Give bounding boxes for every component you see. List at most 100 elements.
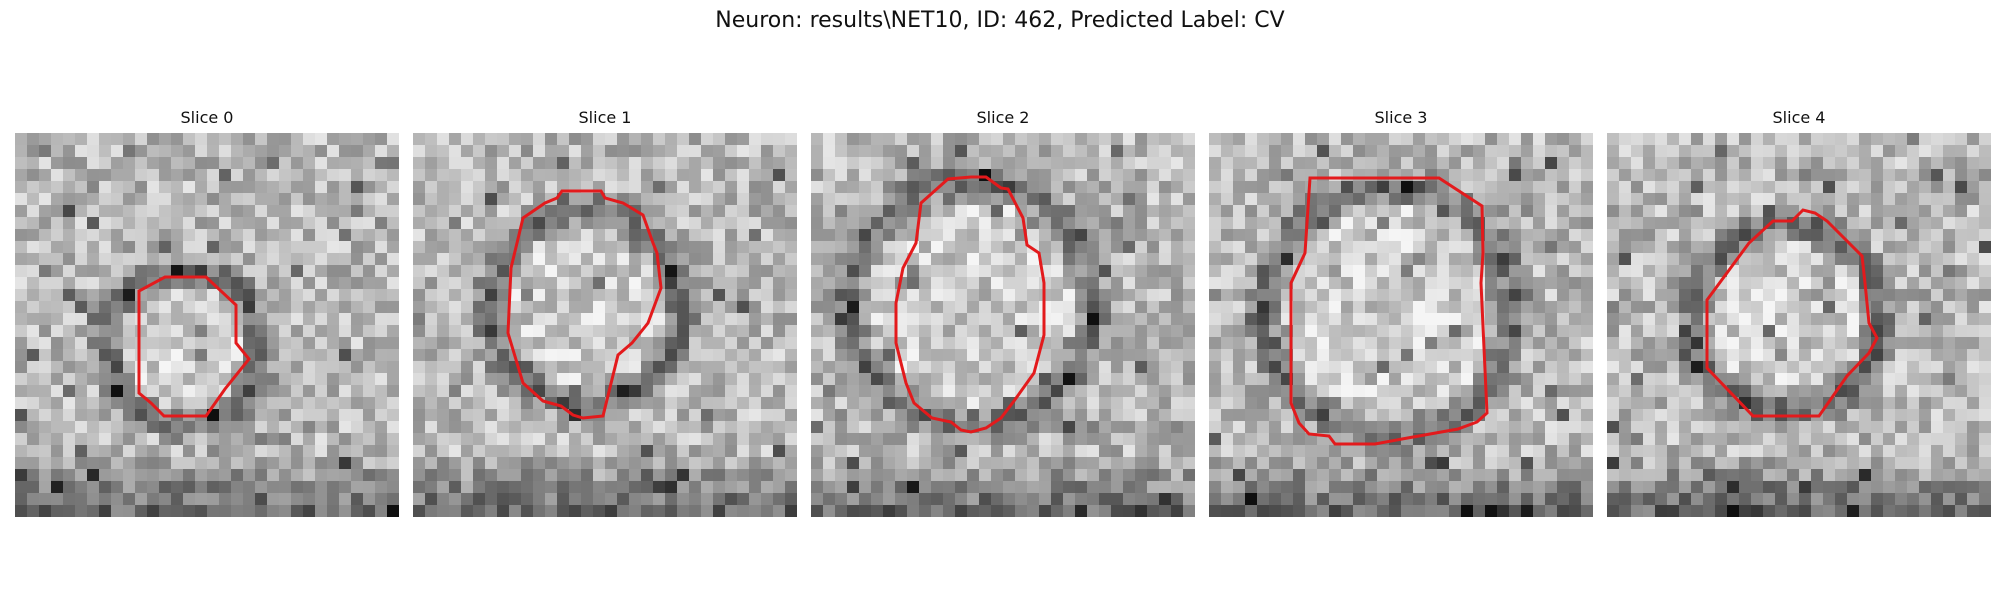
image-pixel — [1245, 133, 1258, 146]
image-pixel — [569, 433, 582, 446]
image-pixel — [1099, 313, 1112, 326]
image-pixel — [1521, 397, 1534, 410]
image-pixel — [363, 265, 376, 278]
image-pixel — [1739, 361, 1752, 374]
image-pixel — [291, 277, 304, 290]
image-pixel — [1775, 277, 1788, 290]
image-pixel — [39, 325, 52, 338]
image-pixel — [387, 505, 399, 517]
image-pixel — [605, 421, 618, 434]
image-pixel — [291, 325, 304, 338]
image-pixel — [1341, 217, 1354, 230]
image-pixel — [1401, 277, 1414, 290]
image-pixel — [51, 421, 64, 434]
image-pixel — [485, 205, 498, 218]
image-pixel — [1655, 433, 1668, 446]
image-pixel — [641, 169, 654, 182]
image-pixel — [1727, 445, 1740, 458]
image-pixel — [1883, 265, 1896, 278]
image-pixel — [183, 313, 196, 326]
image-pixel — [1473, 421, 1486, 434]
image-pixel — [1631, 349, 1644, 362]
image-pixel — [919, 241, 932, 254]
image-pixel — [39, 409, 52, 422]
image-pixel — [811, 493, 824, 506]
image-pixel — [473, 301, 486, 314]
image-pixel — [363, 133, 376, 146]
image-pixel — [413, 361, 426, 374]
image-pixel — [785, 325, 797, 338]
image-pixel — [1269, 133, 1282, 146]
image-pixel — [1485, 205, 1498, 218]
image-pixel — [1221, 133, 1234, 146]
image-pixel — [87, 289, 100, 302]
image-pixel — [1557, 457, 1570, 470]
image-pixel — [871, 493, 884, 506]
image-pixel — [1063, 277, 1076, 290]
image-pixel — [243, 373, 256, 386]
image-pixel — [1269, 157, 1282, 170]
image-pixel — [1437, 373, 1450, 386]
image-pixel — [533, 481, 546, 494]
image-pixel — [63, 445, 76, 458]
image-pixel — [1183, 469, 1195, 482]
image-pixel — [375, 157, 388, 170]
image-pixel — [653, 505, 666, 517]
image-pixel — [123, 157, 136, 170]
image-pixel — [1485, 505, 1498, 517]
image-pixel — [1979, 229, 1991, 242]
image-pixel — [1063, 385, 1076, 398]
image-pixel — [1967, 253, 1980, 266]
image-pixel — [425, 193, 438, 206]
image-pixel — [1135, 145, 1148, 158]
image-pixel — [1967, 169, 1980, 182]
image-pixel — [339, 193, 352, 206]
image-pixel — [63, 313, 76, 326]
image-pixel — [991, 277, 1004, 290]
image-pixel — [1751, 445, 1764, 458]
image-pixel — [1171, 457, 1184, 470]
image-pixel — [159, 493, 172, 506]
image-pixel — [111, 505, 124, 517]
image-pixel — [425, 385, 438, 398]
image-pixel — [63, 133, 76, 146]
image-pixel — [1607, 181, 1620, 194]
image-pixel — [919, 313, 932, 326]
image-pixel — [1907, 337, 1920, 350]
image-pixel — [1509, 337, 1522, 350]
image-pixel — [725, 421, 738, 434]
image-pixel — [1643, 349, 1656, 362]
image-pixel — [1147, 253, 1160, 266]
image-pixel — [557, 241, 570, 254]
image-pixel — [1051, 265, 1064, 278]
image-pixel — [1341, 505, 1354, 517]
image-pixel — [1461, 349, 1474, 362]
image-pixel — [315, 241, 328, 254]
image-pixel — [267, 169, 280, 182]
image-pixel — [835, 277, 848, 290]
image-pixel — [1353, 481, 1366, 494]
image-pixel — [15, 421, 28, 434]
image-pixel — [75, 337, 88, 350]
image-pixel — [859, 253, 872, 266]
image-pixel — [437, 241, 450, 254]
image-pixel — [27, 409, 40, 422]
image-pixel — [267, 193, 280, 206]
image-pixel — [207, 421, 220, 434]
image-pixel — [63, 229, 76, 242]
image-pixel — [605, 457, 618, 470]
image-pixel — [955, 157, 968, 170]
image-pixel — [1497, 445, 1510, 458]
image-pixel — [1691, 229, 1704, 242]
image-pixel — [1015, 277, 1028, 290]
image-pixel — [1003, 217, 1016, 230]
image-pixel — [1111, 241, 1124, 254]
image-pixel — [991, 469, 1004, 482]
image-pixel — [1171, 217, 1184, 230]
image-pixel — [111, 241, 124, 254]
image-pixel — [111, 421, 124, 434]
image-pixel — [1883, 385, 1896, 398]
image-pixel — [485, 229, 498, 242]
image-pixel — [895, 421, 908, 434]
image-pixel — [159, 505, 172, 517]
